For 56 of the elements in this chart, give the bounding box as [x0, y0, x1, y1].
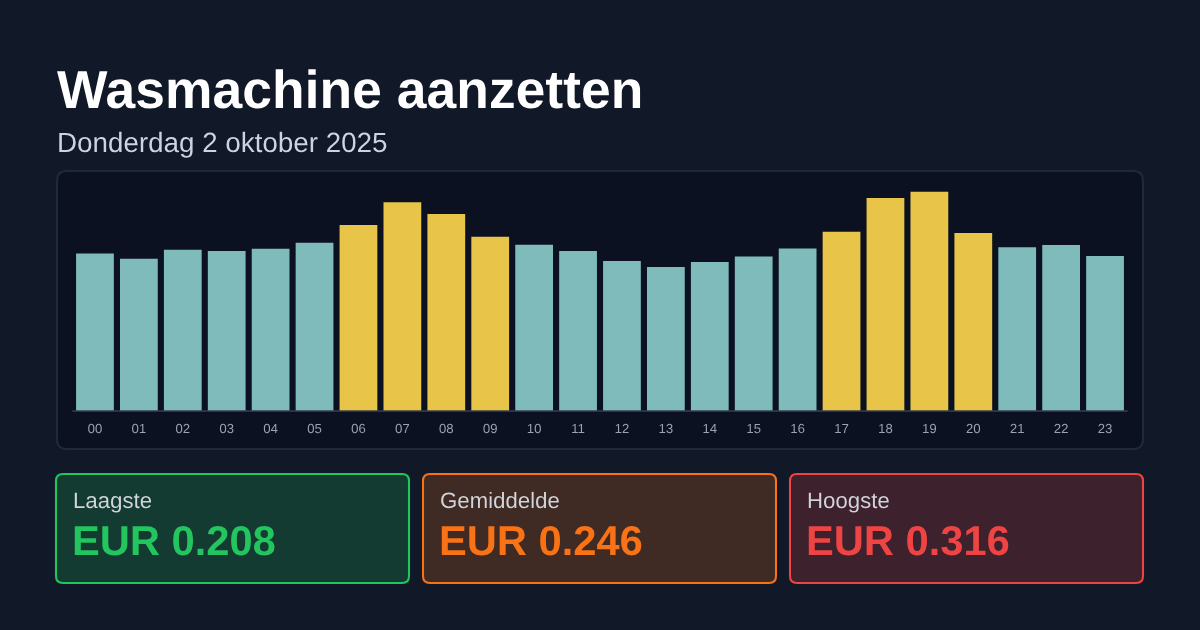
bar	[295, 242, 334, 411]
bar	[383, 202, 422, 411]
x-tick-label: 02	[175, 423, 190, 434]
text: EUR 0.208	[74, 525, 275, 556]
bar	[998, 247, 1037, 411]
bar	[515, 244, 554, 411]
bar	[471, 236, 510, 411]
x-tick-label: 20	[966, 423, 981, 434]
x-tick-label: 00	[88, 423, 102, 434]
bar	[910, 191, 949, 411]
x-tick-label: 12	[615, 423, 629, 434]
bar	[734, 256, 773, 411]
bar	[954, 233, 993, 411]
bar	[207, 251, 246, 411]
x-tick-label: 07	[395, 423, 410, 434]
bar	[690, 262, 729, 411]
x-tick-label: 17	[835, 423, 849, 434]
chart-subtitle: Donderdag 2 oktober 2025	[59, 131, 387, 158]
x-tick-label: 15	[747, 423, 761, 434]
text: EUR 0.316	[808, 525, 1009, 556]
chart-title: Wasmachine aanzetten	[57, 69, 641, 109]
x-tick-label: 21	[1010, 423, 1024, 434]
x-tick-label: 05	[307, 423, 322, 434]
x-tick-label: 22	[1054, 423, 1068, 434]
bar	[778, 248, 817, 411]
bar	[1042, 244, 1081, 411]
x-tick-label: 10	[527, 423, 541, 434]
bar	[559, 251, 597, 411]
bar	[427, 214, 466, 411]
bar	[163, 249, 202, 411]
x-tick-label: 14	[703, 423, 717, 434]
x-tick-label: 03	[219, 423, 234, 434]
x-tick-label: 13	[659, 423, 673, 434]
category-label: Gemiddelde	[441, 491, 559, 509]
category-label: Hoogste	[808, 492, 889, 513]
x-tick-label: 04	[263, 423, 278, 434]
text: EUR 0.246	[441, 525, 642, 556]
bar	[76, 253, 114, 411]
x-tick-label: 09	[483, 423, 497, 434]
x-tick-label: 08	[439, 423, 454, 434]
x-tick-label: 11	[572, 423, 585, 434]
x-tick-label: 01	[132, 423, 146, 434]
bar	[603, 260, 641, 411]
x-tick-label: 23	[1098, 423, 1112, 434]
category-label: Laagste	[74, 492, 152, 513]
bar	[866, 197, 905, 411]
bar	[251, 248, 290, 411]
bar	[822, 231, 861, 411]
x-tick-label: 06	[351, 423, 366, 434]
x-tick-label: 18	[879, 423, 893, 434]
bar	[1086, 255, 1124, 411]
bar	[339, 224, 378, 411]
bar	[119, 258, 158, 411]
x-tick-label: 19	[923, 423, 937, 434]
bar	[646, 267, 685, 411]
x-tick-label: 16	[791, 423, 805, 434]
